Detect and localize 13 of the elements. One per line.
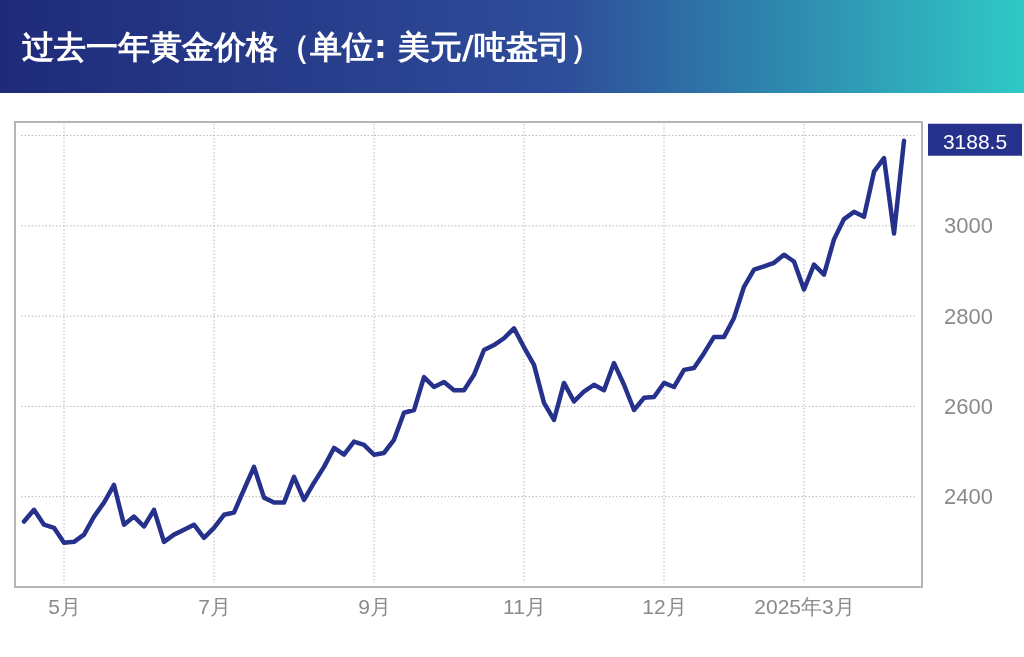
chart-title: 过去一年黄金价格（单位: 美元/吨盎司） (22, 28, 602, 66)
y-tick-label: 3000 (944, 213, 993, 239)
y-tick-label: 2600 (944, 393, 993, 419)
y-tick-label: 2800 (944, 303, 993, 329)
x-tick-label: 11月 (503, 594, 546, 618)
x-tick-label: 7月 (198, 594, 231, 618)
x-tick-label: 9月 (358, 594, 391, 618)
x-tick-label: 2025年3月 (754, 594, 855, 618)
y-tick-label: 2400 (944, 484, 993, 510)
x-tick-label: 12月 (642, 594, 687, 618)
line-series (21, 138, 907, 546)
data-label: 3188.5 (942, 129, 1008, 153)
x-tick-label: 5月 (48, 594, 81, 618)
